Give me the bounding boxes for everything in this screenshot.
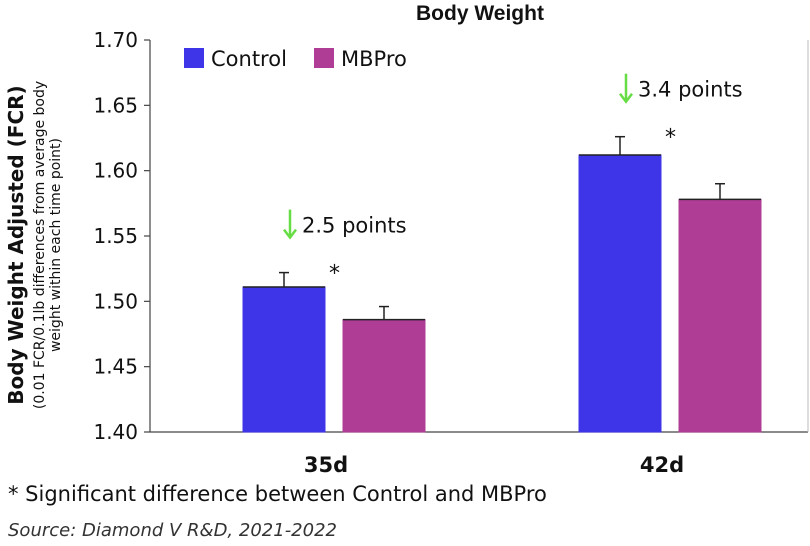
legend-swatch-mbpro: [314, 48, 334, 68]
bar-mbpro-42d: [678, 198, 762, 433]
y-tick-label: 1.50: [93, 289, 138, 313]
x-tick-label: 35d: [304, 453, 348, 477]
source-note: Source: Diamond V R&D, 2021-2022: [8, 520, 337, 541]
bar-mbpro-35d: [342, 319, 426, 433]
y-tick-label: 1.55: [93, 224, 138, 248]
legend-swatch-control: [184, 48, 204, 68]
legend-label-control: Control: [211, 47, 287, 71]
y-tick-label: 1.45: [93, 355, 138, 379]
down-arrow-head: [283, 228, 297, 240]
y-tick-label: 1.65: [93, 93, 138, 117]
down-arrow-head: [619, 92, 633, 104]
y-tick-label: 1.70: [93, 28, 138, 52]
significance-star: *: [665, 126, 676, 151]
bar-control-42d: [578, 154, 662, 433]
y-tick-label: 1.40: [93, 420, 138, 444]
significance-star: *: [329, 262, 340, 287]
chart-title: Body Weight: [416, 2, 544, 25]
x-tick-label: 42d: [640, 453, 684, 477]
bar-control-35d: [242, 286, 326, 433]
y-tick-label: 1.60: [93, 159, 138, 183]
y-axis-label: Body Weight Adjusted (FCR): [4, 85, 28, 404]
difference-label: 3.4 points: [638, 78, 743, 102]
y-axis-sublabel: (0.01 FCR/0.1lb differences from average…: [32, 81, 48, 409]
significance-footnote: * Significant difference between Control…: [8, 482, 547, 506]
legend-label-mbpro: MBPro: [341, 47, 407, 71]
difference-label: 2.5 points: [302, 214, 407, 238]
y-axis-sublabel: weight within each time point): [48, 138, 64, 352]
bar-chart: 1.40 1.45 1.50 1.55 1.60 1.65 1.70 Body Weight …: [4, 28, 809, 477]
